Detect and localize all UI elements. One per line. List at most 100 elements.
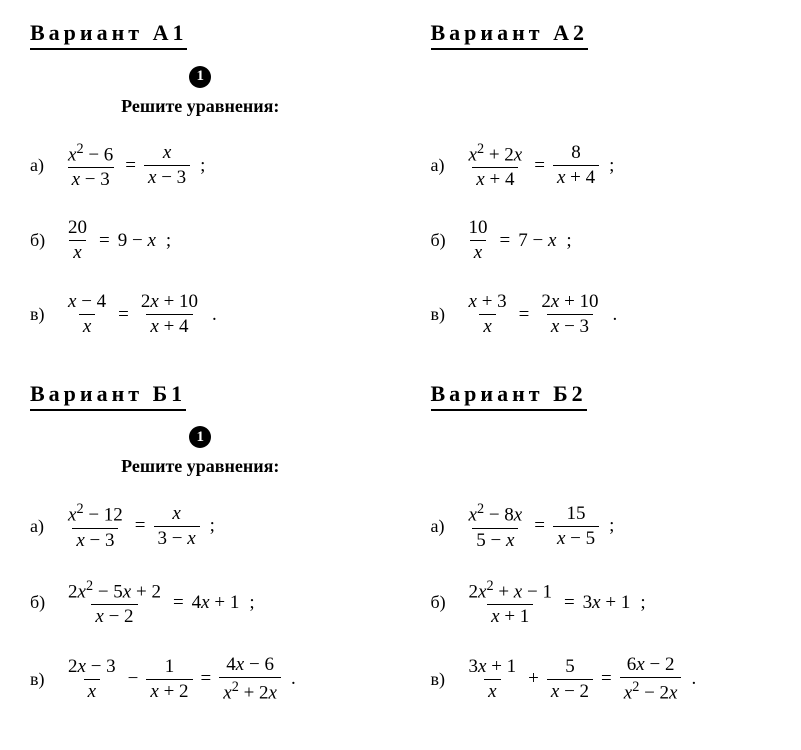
equals-sign: = xyxy=(199,668,214,690)
rhs-fraction: 4x − 6 x2 + 2x xyxy=(219,654,281,704)
problem: а) x2 − 8x 5 − x = 15 x − 5 ; xyxy=(431,501,772,551)
terminator: ; xyxy=(249,592,254,614)
worksheet: Вариант А1 1 Решите уравнения: Вариант А… xyxy=(30,20,771,720)
equals-sign: = xyxy=(123,155,138,177)
denominator: x + 4 xyxy=(146,314,192,338)
numerator: x2 − 8x xyxy=(465,501,527,527)
denominator: x2 − 2x xyxy=(620,677,682,704)
denominator: x − 5 xyxy=(553,526,599,550)
numerator: 10 xyxy=(465,217,492,240)
denominator: x − 2 xyxy=(547,679,593,703)
numerator: 6x − 2 xyxy=(623,654,679,677)
section-a-row-2: в) x − 4 x = 2x + 10 x + 4 . в) xyxy=(30,291,771,355)
denominator: x − 3 xyxy=(68,167,114,191)
equation: 2x − 3 x − 1 x + 2 = 4x − 6 x2 + 2x . xyxy=(64,654,296,704)
terminator: ; xyxy=(166,230,171,252)
equals-sign: = xyxy=(517,304,532,326)
problem-label: б) xyxy=(431,230,455,251)
denominator: x + 4 xyxy=(472,167,518,191)
numerator: x xyxy=(168,503,184,526)
equation: x2 − 12 x − 3 = x 3 − x ; xyxy=(64,501,215,551)
numerator: 2x + 10 xyxy=(137,291,202,314)
equation: x2 − 8x 5 − x = 15 x − 5 ; xyxy=(465,501,615,551)
lhs-fraction: x2 − 6 x − 3 xyxy=(64,141,117,191)
b2-problem-v: в) 3x + 1 x + 5 x − 2 = 6x − 2 x2 − 2x xyxy=(431,654,772,720)
denominator: x − 2 xyxy=(91,604,137,628)
numerator: 2x + 10 xyxy=(537,291,602,314)
denominator: x − 3 xyxy=(144,165,190,189)
problem-label: в) xyxy=(431,669,455,690)
rhs-expression: 7 − x xyxy=(518,230,556,252)
numerator: 3x + 1 xyxy=(465,656,521,679)
rhs-fraction: x 3 − x xyxy=(154,503,200,550)
badge-wrap-a1: 1 xyxy=(30,64,371,88)
numerator: 2x − 3 xyxy=(64,656,120,679)
equals-sign: = xyxy=(97,230,112,252)
equation: 20 x = 9 − x ; xyxy=(64,217,171,264)
terminator: . xyxy=(613,304,618,326)
rhs-fraction: 2x + 10 x − 3 xyxy=(537,291,602,338)
term2-fraction: 1 x + 2 xyxy=(146,656,192,703)
variant-a2-header: Вариант А2 xyxy=(431,20,772,131)
problem-label: в) xyxy=(30,304,54,325)
a1-problem-b: б) 20 x = 9 − x ; xyxy=(30,217,371,281)
equation: x + 3 x = 2x + 10 x − 3 . xyxy=(465,291,618,338)
terminator: . xyxy=(691,668,696,690)
denominator: x xyxy=(484,679,500,703)
section-b-titles: Вариант Б1 1 Решите уравнения: Вариант Б… xyxy=(30,381,771,492)
a2-problem-v: в) x + 3 x = 2x + 10 x − 3 . xyxy=(431,291,772,355)
a1-problem-v: в) x − 4 x = 2x + 10 x + 4 . xyxy=(30,291,371,355)
section-b-row-2: в) 2x − 3 x − 1 x + 2 = 4x − 6 x2 + 2x xyxy=(30,654,771,720)
problem: а) x2 + 2x x + 4 = 8 x + 4 ; xyxy=(431,141,772,191)
problem: в) x − 4 x = 2x + 10 x + 4 . xyxy=(30,291,371,339)
problem-label: а) xyxy=(431,155,455,176)
rhs-expression: 9 − x xyxy=(118,230,156,252)
numerator: 15 xyxy=(563,503,590,526)
equals-sign: = xyxy=(498,230,513,252)
rhs-fraction: 2x + 10 x + 4 xyxy=(137,291,202,338)
lhs-fraction: 20 x xyxy=(64,217,91,264)
denominator: x2 + 2x xyxy=(219,677,281,704)
problem-label: в) xyxy=(30,669,54,690)
problem: в) x + 3 x = 2x + 10 x − 3 . xyxy=(431,291,772,339)
equals-sign: = xyxy=(562,592,577,614)
terminator: ; xyxy=(566,230,571,252)
numerator: x + 3 xyxy=(465,291,511,314)
denominator: x − 3 xyxy=(547,314,593,338)
terminator: ; xyxy=(640,592,645,614)
badge-wrap-b1: 1 xyxy=(30,425,371,449)
section-badge: 1 xyxy=(189,426,211,448)
section-badge: 1 xyxy=(189,66,211,88)
b1-problem-v: в) 2x − 3 x − 1 x + 2 = 4x − 6 x2 + 2x xyxy=(30,654,371,720)
denominator: x xyxy=(84,679,100,703)
variant-a2-title: Вариант А2 xyxy=(431,20,588,50)
b2-problem-a: а) x2 − 8x 5 − x = 15 x − 5 ; xyxy=(431,501,772,567)
problem: а) x2 − 12 x − 3 = x 3 − x ; xyxy=(30,501,371,551)
lhs-fraction: x2 − 12 x − 3 xyxy=(64,501,127,551)
a1-problem-a: а) x2 − 6 x − 3 = x x − 3 ; xyxy=(30,141,371,207)
terminator: ; xyxy=(609,155,614,177)
problem: б) 2x2 + x − 1 x + 1 = 3x + 1 ; xyxy=(431,578,772,628)
variant-b2-title: Вариант Б2 xyxy=(431,381,587,411)
term2-fraction: 5 x − 2 xyxy=(547,656,593,703)
problem-label: в) xyxy=(431,304,455,325)
instruction-b: Решите уравнения: xyxy=(30,456,371,477)
numerator: 5 xyxy=(561,656,579,679)
term1-fraction: 2x − 3 x xyxy=(64,656,120,703)
rhs-fraction: 8 x + 4 xyxy=(553,142,599,189)
b1-problem-b: б) 2x2 − 5x + 2 x − 2 = 4x + 1 ; xyxy=(30,578,371,644)
variant-a1-header: Вариант А1 1 Решите уравнения: xyxy=(30,20,371,131)
b2-problem-b: б) 2x2 + x − 1 x + 1 = 3x + 1 ; xyxy=(431,578,772,644)
lhs-fraction: 2x2 + x − 1 x + 1 xyxy=(465,578,556,628)
denominator: x + 1 xyxy=(487,604,533,628)
terminator: . xyxy=(291,668,296,690)
terminator: . xyxy=(212,304,217,326)
equation: x2 + 2x x + 4 = 8 x + 4 ; xyxy=(465,141,615,191)
rhs-expression: 3x + 1 xyxy=(583,592,631,614)
problem-label: б) xyxy=(30,592,54,613)
problem: а) x2 − 6 x − 3 = x x − 3 ; xyxy=(30,141,371,191)
operator: − xyxy=(126,668,141,690)
operator: + xyxy=(526,668,541,690)
variant-b1-header: Вариант Б1 1 Решите уравнения: xyxy=(30,381,371,492)
denominator: x xyxy=(69,240,85,264)
